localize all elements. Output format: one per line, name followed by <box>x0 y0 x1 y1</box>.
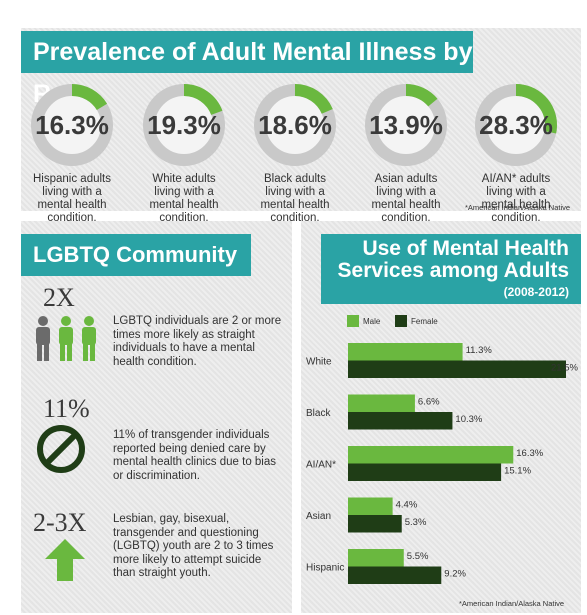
bar-female <box>348 360 566 378</box>
people-icon <box>36 316 96 361</box>
category-label: Asian <box>306 511 331 522</box>
ring-chart: 28.3% <box>475 84 557 166</box>
ring-value-label: 13.9% <box>369 110 443 140</box>
ring-slice <box>31 84 113 166</box>
category-label: White <box>306 357 332 368</box>
services-subtitle: (2008-2012) <box>503 285 569 299</box>
bar-female <box>348 515 402 533</box>
bar-value-label: 10.3% <box>455 414 482 425</box>
up-arrow-icon <box>45 539 85 581</box>
bar-value-label: 16.3% <box>516 448 543 459</box>
lgbtq-title: LGBTQ Community <box>21 234 251 276</box>
ring-chart: 13.9% <box>365 84 447 166</box>
bar-value-label: 4.4% <box>396 500 418 511</box>
ring-slice <box>475 84 557 166</box>
ring-caption: White adults living with a mental health co… <box>139 173 229 225</box>
ring-caption-line: living with a <box>265 186 325 198</box>
ring-caption: Black adults living with a mental health co… <box>250 173 340 225</box>
ring-value-label: 28.3% <box>479 110 553 140</box>
ring-caption-line: mental health <box>371 199 441 211</box>
ring-item: 19.3% White adults living with a mental hea… <box>139 83 229 225</box>
bar-value-label: 9.2% <box>444 569 466 580</box>
bar-female <box>348 412 453 430</box>
stat-2-3x-text: Lesbian, gay, bisexual, transgender and … <box>113 513 274 579</box>
prevalence-footnote: *American Indian/Alaska Native <box>465 203 571 212</box>
ring-slice <box>254 84 336 166</box>
category-label: Black <box>306 408 331 419</box>
services-title: Use of Mental Health Services among Adul… <box>337 237 569 282</box>
legend-female-swatch <box>395 315 407 327</box>
bar-value-label: 5.5% <box>407 551 429 562</box>
ring-caption: AI/AN* adults living with a mental health c… <box>471 173 561 225</box>
ring-caption: Asian adults living with a mental health co… <box>361 173 451 225</box>
bar-value-label: 21.5% <box>551 363 578 374</box>
bar-male <box>348 394 415 412</box>
ring-caption-line: AI/AN* adults <box>481 173 551 185</box>
stat-2x-text: LGBTQ individuals are 2 or more times mo… <box>113 315 282 368</box>
ring-caption-line: living with a <box>376 186 436 198</box>
ring-item: 13.9% Asian adults living with a mental hea… <box>361 83 451 225</box>
ring-caption-line: Asian adults <box>374 173 438 185</box>
bar-value-label: 6.6% <box>418 397 440 408</box>
services-footnote: *American Indian/Alaska Native <box>459 599 565 608</box>
prohibited-icon <box>37 425 85 473</box>
ring-value-label: 16.3% <box>35 110 109 140</box>
ring-caption-line: mental health <box>260 199 330 211</box>
stat-11-text: 11% of transgender individuals reported … <box>113 429 277 482</box>
ring-slice <box>365 84 447 166</box>
ring-chart: 19.3% <box>143 84 225 166</box>
bar-male <box>348 497 393 515</box>
lgbtq-panel: LGBTQ Community 2X LGBTQ individuals are… <box>21 221 292 613</box>
ring-item: 18.6% Black adults living with a mental hea… <box>250 83 340 225</box>
bar-male <box>348 549 404 567</box>
legend-male-label: Male <box>363 317 381 326</box>
services-bar-chart: White 11.3% 21.5% Black 6.6% 10.3% AI/AN* 16.3%… <box>306 343 578 584</box>
ring-chart: 16.3% <box>31 84 113 166</box>
ring-caption-line: living with a <box>486 186 546 198</box>
bar-value-label: 5.3% <box>405 517 427 528</box>
ring-item: 16.3% Hispanic adults living with a mental … <box>27 83 117 225</box>
bar-value-label: 15.1% <box>504 466 531 477</box>
stat-11-figure: 11% <box>43 394 90 423</box>
prevalence-panel: Prevalence of Adult Mental Illness by Ra… <box>21 28 581 224</box>
services-title-banner: Use of Mental Health Services among Adul… <box>321 234 581 304</box>
ring-caption: Hispanic adults living with a mental healt… <box>27 173 117 225</box>
services-panel: Use of Mental Health Services among Adul… <box>301 221 581 613</box>
ring-item: 28.3% AI/AN* adults living with a mental he… <box>471 83 561 225</box>
stat-2-3x-figure: 2-3X <box>33 508 87 537</box>
ring-caption-line: mental health <box>37 199 107 211</box>
legend-female-label: Female <box>411 317 438 326</box>
stat-2x-figure: 2X <box>43 283 75 312</box>
ring-caption-line: White adults <box>152 173 216 185</box>
bar-value-label: 11.3% <box>466 345 493 356</box>
category-label: AI/AN* <box>306 460 336 471</box>
category-label: Hispanic <box>306 563 344 574</box>
ring-slice <box>143 84 225 166</box>
bar-female <box>348 463 502 481</box>
bar-male <box>348 446 514 464</box>
prevalence-title: Prevalence of Adult Mental Illness by Ra… <box>21 31 473 108</box>
ring-value-label: 19.3% <box>147 110 221 140</box>
ring-caption-line: living with a <box>42 186 102 198</box>
bar-male <box>348 343 463 361</box>
ring-caption-line: living with a <box>154 186 214 198</box>
ring-chart: 18.6% <box>254 84 336 166</box>
ring-caption-line: mental health <box>149 199 219 211</box>
legend-male-swatch <box>347 315 359 327</box>
ring-caption-line: Hispanic adults <box>33 173 111 185</box>
bar-female <box>348 566 442 584</box>
ring-value-label: 18.6% <box>258 110 332 140</box>
ring-caption-line: mental health <box>481 199 551 211</box>
ring-caption-line: Black adults <box>263 173 326 185</box>
